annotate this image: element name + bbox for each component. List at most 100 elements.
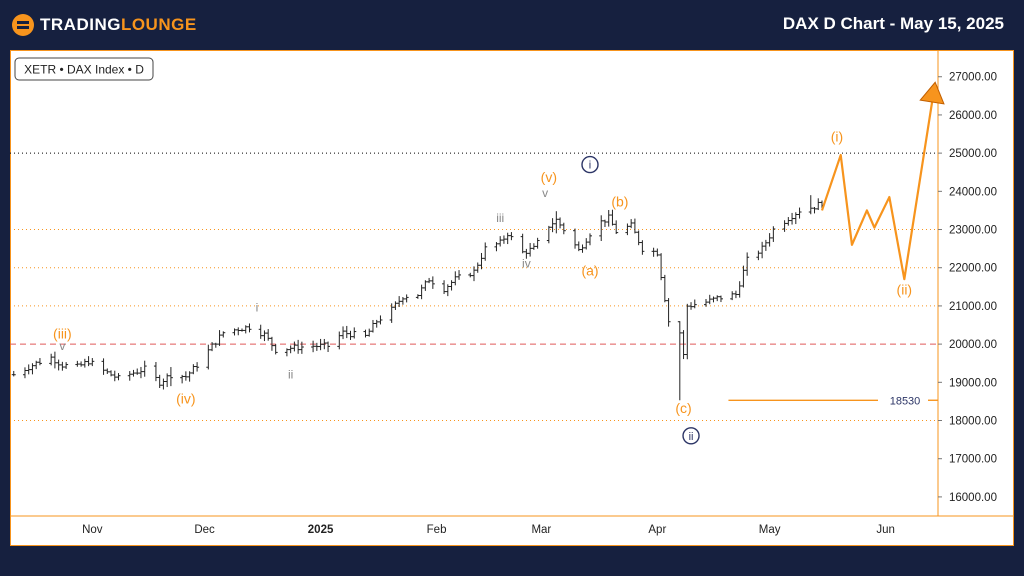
ohlc-bar: [584, 238, 589, 250]
ohlc-bar: [206, 344, 211, 370]
ohlc-bar: [580, 244, 585, 253]
x-tick-label: Dec: [194, 524, 215, 536]
wave-label: ii: [288, 367, 293, 381]
ohlc-bar: [138, 366, 143, 379]
ohlc-bar: [602, 219, 607, 228]
x-tick-label: May: [759, 524, 781, 536]
y-tick-label: 26000.00: [949, 110, 997, 122]
wave-label-circle: [581, 155, 599, 174]
ohlc-bar: [531, 243, 536, 250]
ohlc-bar: [273, 344, 278, 355]
ohlc-bar: [318, 338, 323, 351]
ohlc-bar: [449, 280, 454, 291]
ohlc-bar: [284, 348, 289, 357]
wave-label: i: [256, 301, 259, 315]
ohlc-bar: [344, 325, 349, 339]
ohlc-bar: [573, 228, 578, 249]
ohlc-bar: [131, 369, 136, 377]
wave-label: (iii): [53, 325, 72, 341]
y-tick-label: 21000.00: [949, 301, 997, 313]
y-tick-label: 24000.00: [949, 186, 997, 198]
wave-label-circled: ii: [682, 427, 700, 445]
ohlc-bar: [733, 290, 738, 299]
y-tick-label: 16000.00: [949, 492, 997, 504]
ohlc-bar: [135, 368, 140, 375]
y-tick-label: 17000.00: [949, 454, 997, 466]
ohlc-bar: [52, 351, 57, 369]
ohlc-bar: [101, 358, 106, 375]
wave-label: (b): [611, 194, 628, 210]
ohlc-bar: [348, 330, 353, 340]
wave-label-circled-text: ii: [689, 431, 694, 443]
ohlc-bar: [292, 341, 297, 352]
ohlc-bar: [82, 358, 87, 368]
ohlc-bar: [614, 220, 619, 235]
ohlc-bar: [183, 371, 188, 381]
y-tick-label: 22000.00: [949, 263, 997, 275]
ohlc-bar: [243, 325, 248, 334]
x-tick-label: Nov: [82, 524, 103, 536]
ohlc-bar: [60, 361, 65, 371]
ohlc-bar: [745, 252, 750, 276]
ohlc-bar: [49, 353, 54, 366]
chart-svg[interactable]: 18530 (iii)v(iv)iiiiiiiv(v)v(a)(b)(c)(i)…: [10, 50, 1014, 546]
ohlc-bar: [816, 198, 821, 211]
symbol-label-box[interactable]: XETR • DAX Index • D: [14, 57, 154, 81]
chart-area[interactable]: 18530 (iii) v (iv) i ii iii iv (v) v (a) (b) (c) (i)…: [10, 50, 1014, 546]
ohlc-bar: [610, 209, 615, 226]
ohlc-bar: [546, 225, 551, 244]
ohlc-bar: [363, 329, 368, 338]
ohlc-bar: [157, 374, 162, 389]
ohlc-bar: [337, 331, 342, 350]
ohlc-bar: [112, 370, 117, 382]
ohlc-bar: [782, 220, 787, 232]
ohlc-bar: [468, 272, 473, 278]
ohlc-bar: [247, 323, 252, 333]
wave-label: (ii): [897, 281, 913, 297]
projection-path: [820, 101, 934, 281]
ohlc-bar: [629, 219, 634, 229]
ohlc-bar: [771, 226, 776, 242]
ohlc-bar: [685, 303, 690, 360]
ohlc-bar: [505, 232, 510, 245]
ohlc-bar: [370, 319, 375, 333]
ohlc-bar: [793, 212, 798, 225]
ohlc-bar: [715, 295, 720, 302]
ohlc-bar: [741, 265, 746, 288]
ohlc-bar: [662, 274, 667, 303]
ohlc-bar: [75, 360, 80, 367]
ohlc-bar: [707, 294, 712, 305]
ohlc-bar: [554, 211, 559, 234]
wave-label-circle: [682, 427, 700, 445]
ohlc-bar: [213, 342, 218, 348]
ohlc-bar: [326, 341, 331, 352]
wave-label: (i): [831, 129, 843, 145]
symbol-label: XETR • DAX Index • D: [24, 63, 144, 77]
ohlc-bar: [737, 281, 742, 298]
ohlc-bar: [378, 315, 383, 325]
ohlc-bar: [397, 296, 402, 308]
ohlc-bar: [760, 241, 765, 259]
ohlc-bar: [266, 329, 271, 341]
ohlc-bar: [528, 242, 533, 257]
ohlc-bar: [498, 236, 503, 247]
ohlc-bar: [797, 207, 802, 219]
ohlc-bar: [296, 339, 301, 354]
x-tick-label: Apr: [648, 524, 666, 536]
ohlc-bar: [763, 239, 768, 251]
ohlc-bar: [790, 212, 795, 225]
ohlc-bar: [808, 195, 813, 215]
ohlc-bar: [494, 242, 499, 252]
chart-title: DAX D Chart - May 15, 2025: [782, 14, 1004, 33]
ohlc-bar: [221, 331, 226, 338]
wave-label: iii: [496, 211, 504, 225]
ohlc-bar: [127, 371, 132, 381]
ohlc-bar: [442, 280, 447, 295]
wave-label-circled-text: i: [589, 160, 591, 172]
ohlc-bar: [427, 277, 432, 284]
ohlc-bar: [341, 326, 346, 340]
ohlc-bar: [374, 319, 379, 328]
logo-text: TRADINGLOUNGE: [40, 15, 197, 35]
ohlc-bar: [165, 373, 170, 388]
ohlc-bar: [30, 363, 35, 375]
